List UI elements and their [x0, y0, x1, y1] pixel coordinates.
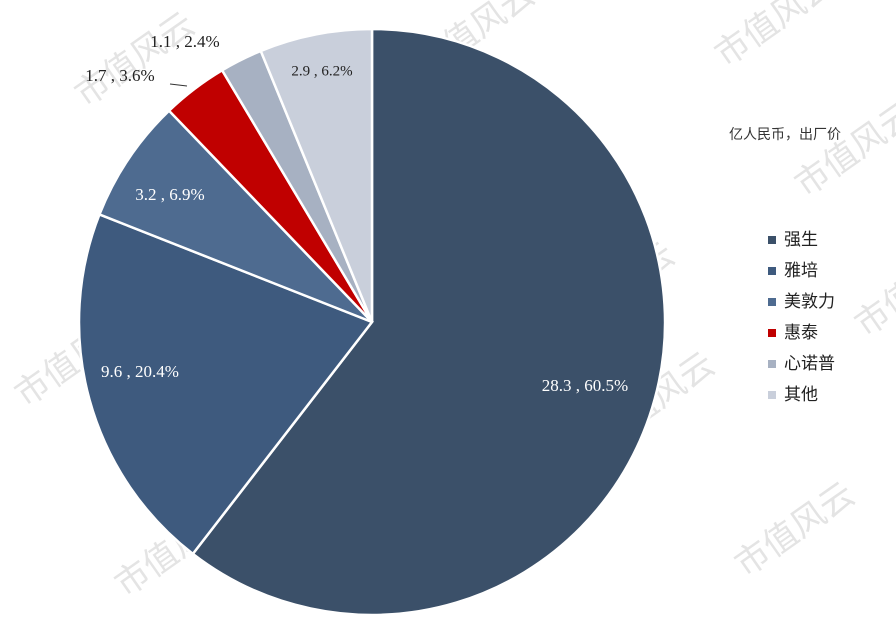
legend-swatch: [768, 360, 776, 368]
labels: 28.3 , 60.5% 9.6 , 20.4% 3.2 , 6.9% 1.7 , 3…: [85, 32, 628, 395]
watermark: 市值风云: [708, 0, 842, 75]
watermark: 市值风云: [728, 474, 862, 585]
legend-label: 美敦力: [784, 292, 835, 312]
pie: [77, 27, 667, 617]
pie-slice: [77, 212, 375, 556]
legend-label: 其他: [784, 385, 818, 405]
data-label: 1.1 , 2.4%: [150, 32, 219, 51]
legend-label: 雅培: [784, 261, 818, 281]
watermark: 市值风云: [788, 94, 896, 205]
legend-swatch: [768, 267, 776, 275]
pie-slice: [259, 27, 374, 323]
data-label: 2.9 , 6.2%: [291, 63, 352, 79]
leader-line: [169, 83, 188, 87]
watermark: 市值风云: [848, 234, 896, 345]
data-label: 9.6 , 20.4%: [101, 362, 179, 381]
legend-label: 心诺普: [784, 354, 835, 374]
legend-swatch: [768, 391, 776, 399]
pie-slice: [97, 108, 373, 324]
data-label: 1.7 , 3.6%: [85, 66, 154, 85]
legend-swatch: [768, 236, 776, 244]
pie-slice: [191, 27, 667, 617]
data-label: 3.2 , 6.9%: [135, 185, 204, 204]
legend-label: 惠泰: [784, 323, 818, 343]
unit-label: 亿人民币，出厂价: [729, 127, 841, 143]
data-label: 28.3 , 60.5%: [542, 376, 628, 395]
legend-label: 强生: [784, 230, 818, 250]
legend-swatch: [768, 329, 776, 337]
legend-swatch: [768, 298, 776, 306]
